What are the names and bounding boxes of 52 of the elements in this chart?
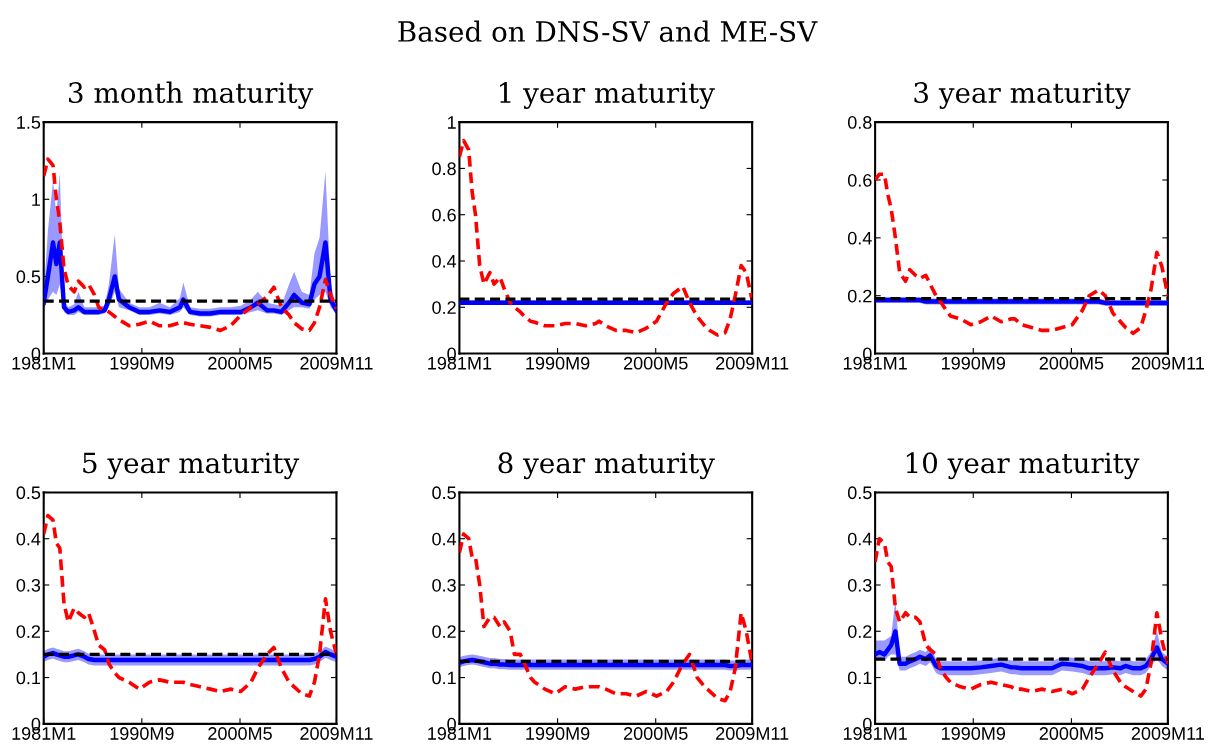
y-tick-label: 1.5 (17, 116, 41, 129)
x-tick-label: 2009M11 (300, 727, 373, 740)
x-tick-label: 1990M9 (526, 727, 590, 740)
y-tick-label: 0.2 (847, 625, 872, 638)
y-tick-label: 0.6 (432, 208, 456, 222)
x-tick-label: 2000M5 (1039, 727, 1104, 740)
x-tick-label: 2000M5 (623, 356, 688, 370)
x-tick-label: 2009M11 (716, 727, 789, 740)
y-tick-label: 0.4 (847, 231, 872, 245)
y-tick-label: 0.2 (847, 289, 872, 303)
y-tick-label: 0.1 (847, 671, 872, 685)
x-tick-label: 2009M11 (716, 356, 789, 370)
x-tick-label: 2000M5 (208, 727, 272, 740)
y-tick-label: 0.1 (16, 671, 41, 685)
y-tick-label: 0.3 (847, 578, 872, 592)
chart-title: 3 year maturity (914, 82, 1131, 109)
y-tick-label: 0.1 (432, 671, 456, 685)
y-tick-label: 0.2 (432, 625, 456, 638)
x-tick-label: 2009M11 (1131, 727, 1204, 740)
chart-title: 5 year maturity (83, 452, 300, 480)
x-tick-label: 2009M11 (300, 356, 373, 370)
y-tick-label: 0.6 (847, 173, 872, 187)
chart-title: 8 year maturity (498, 452, 715, 480)
chart-title: 10 year maturity (906, 452, 1140, 480)
x-tick-label: 1990M9 (526, 356, 590, 370)
y-tick-label: 0.4 (432, 532, 457, 546)
text: Based on DNS-SV and ME-SV (398, 20, 818, 42)
y-tick-label: 0.4 (16, 532, 41, 546)
y-tick-label: 0.4 (432, 254, 457, 268)
y-tick-label: 0.2 (16, 625, 41, 638)
y-tick-label: 0.8 (432, 162, 456, 176)
x-tick-label: 1990M9 (942, 356, 1006, 370)
y-tick-label: 0.8 (847, 116, 872, 129)
y-tick-label: 0.3 (16, 578, 41, 592)
y-tick-label: 0.5 (16, 486, 41, 500)
chart-title: 3 month maturity (69, 81, 314, 109)
x-tick-label: 2000M5 (1039, 356, 1104, 370)
x-tick-label: 2000M5 (208, 356, 272, 370)
chart-title: 1 year maturity (500, 82, 715, 109)
y-tick-label: 0.5 (432, 486, 456, 500)
x-tick-label: 2009M11 (1131, 356, 1204, 370)
x-tick-label: 1990M9 (110, 356, 174, 370)
y-tick-label: 0.5 (847, 486, 872, 500)
x-tick-label: 1990M9 (942, 727, 1006, 740)
x-tick-label: 2000M5 (623, 727, 688, 740)
y-tick-label: 1 (447, 116, 456, 129)
y-tick-label: 0.3 (432, 578, 456, 592)
y-tick-label: 0.2 (432, 301, 456, 314)
y-tick-label: 1 (32, 193, 41, 206)
y-tick-label: 0.5 (16, 270, 41, 284)
x-tick-label: 1990M9 (110, 727, 174, 740)
y-tick-label: 0.4 (847, 532, 872, 546)
